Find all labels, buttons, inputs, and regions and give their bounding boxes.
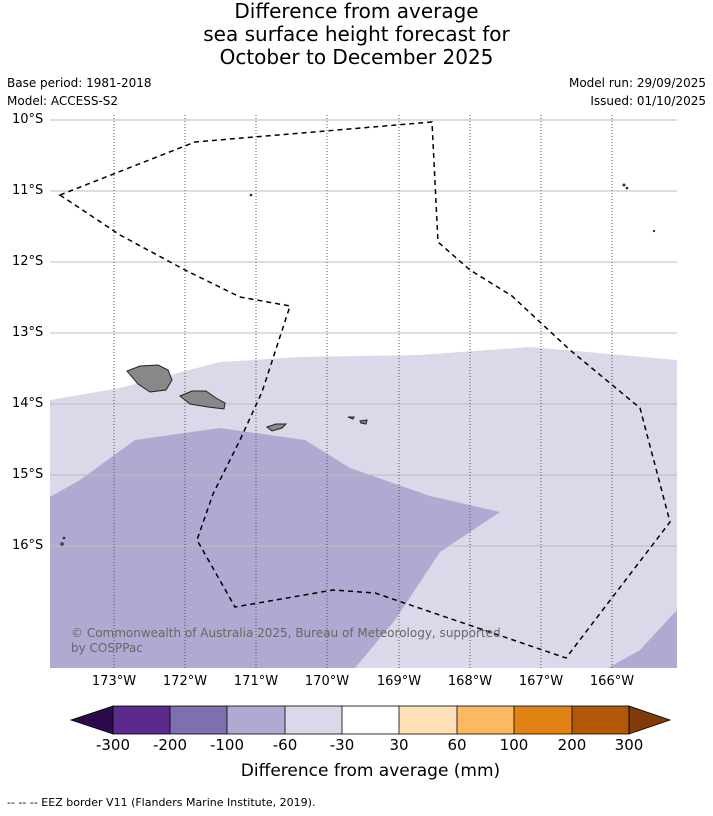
map-title: Difference from average sea surface heig… [0, 0, 713, 69]
model-run: Model run: 29/09/2025 [568, 76, 706, 90]
lat-label-14s: 14°S [12, 396, 44, 411]
title-line-1: Difference from average [234, 0, 479, 23]
colorbar-segment-3 [227, 706, 285, 734]
lon-label-173w: 173°W [91, 674, 137, 689]
savaii-island [126, 364, 173, 393]
colorbar-segment-4 [285, 706, 342, 734]
anomaly-region-medium-se [608, 610, 677, 668]
lon-label-166w: 166°W [589, 674, 635, 689]
colorbar-tick-2: -200 [152, 736, 188, 754]
islands [60, 183, 656, 546]
colorbar-segment-8 [514, 706, 572, 734]
lat-label-16s: 16°S [12, 538, 44, 553]
colorbar-segment-7 [457, 706, 514, 734]
ofu-island [347, 416, 355, 420]
colorbar-tick-9: 200 [557, 736, 587, 754]
lon-label-167w: 167°W [518, 674, 564, 689]
base-period: Base period: 1981-2018 [7, 76, 152, 90]
lon-label-172w: 172°W [162, 674, 208, 689]
lat-label-10s: 10°S [12, 112, 44, 127]
lon-label-168w: 168°W [447, 674, 493, 689]
colorbar-segment-9 [572, 706, 629, 734]
map-panel [50, 115, 677, 668]
latitude-gridlines [50, 119, 677, 547]
colorbar-segment-6 [399, 706, 457, 734]
colorbar-title: Difference from average (mm) [240, 761, 501, 781]
upolu-island [179, 390, 226, 410]
meta-left: Base period: 1981-2018 Model: ACCESS-S2 [7, 74, 152, 110]
colorbar-tick-3: -100 [209, 736, 245, 754]
colorbar-tick-8: 100 [499, 736, 529, 754]
lon-label-170w: 170°W [304, 674, 350, 689]
longitude-gridlines [113, 115, 613, 668]
colorbar-tick-6: 30 [389, 736, 409, 754]
colorbar-segment-5 [342, 706, 399, 734]
copyright-line-1: © Commonwealth of Australia 2025, Bureau… [71, 626, 501, 640]
colorbar-tick-4: -60 [272, 736, 298, 754]
tau-island [359, 419, 368, 425]
lat-label-12s: 12°S [12, 254, 44, 269]
eez-border [58, 121, 671, 659]
colorbar-segment-1 [113, 706, 170, 734]
colorbar-extend-max [628, 705, 672, 735]
eez-legend-footer: -- -- -- EEZ border V11 (Flanders Marine… [7, 796, 316, 809]
lat-label-15s: 15°S [12, 467, 44, 482]
colorbar [69, 705, 672, 735]
issued-date: Issued: 01/10/2025 [590, 94, 706, 108]
colorbar-tick-1: -300 [95, 736, 131, 754]
colorbar-tick-10: 300 [614, 736, 644, 754]
colorbar-tick-7: 60 [447, 736, 467, 754]
title-line-2: sea surface height forecast for [203, 22, 510, 46]
title-line-3: October to December 2025 [219, 45, 494, 69]
copyright-notice: © Commonwealth of Australia 2025, Bureau… [71, 626, 501, 656]
tutuila-island [265, 423, 288, 432]
colorbar-tick-5: -30 [329, 736, 355, 754]
colorbar-extend-min [69, 705, 114, 735]
lat-label-11s: 11°S [12, 183, 44, 198]
model-name: Model: ACCESS-S2 [7, 94, 119, 108]
colorbar-segment-2 [170, 706, 227, 734]
meta-right: Model run: 29/09/2025 Issued: 01/10/2025 [569, 74, 706, 110]
lon-label-171w: 171°W [233, 674, 279, 689]
copyright-line-2: by COSPPac [71, 641, 143, 655]
lat-label-13s: 13°S [12, 325, 44, 340]
lon-label-169w: 169°W [376, 674, 422, 689]
anomaly-region-medium [50, 428, 500, 668]
